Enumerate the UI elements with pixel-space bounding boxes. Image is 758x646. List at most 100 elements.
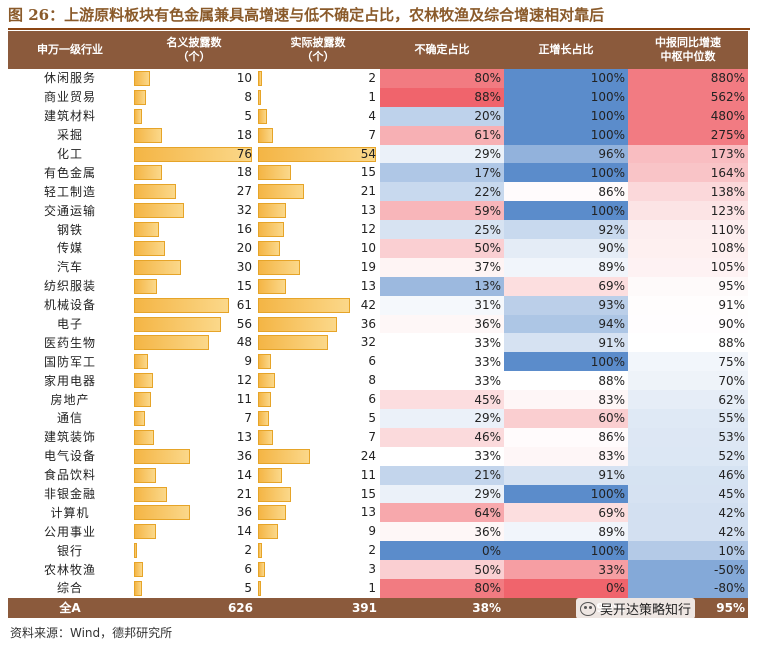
actual-bar <box>258 297 350 313</box>
nominal-bar <box>134 429 155 445</box>
uncertain-cell: 64% <box>380 503 504 523</box>
nominal-cell: 2 <box>132 541 256 561</box>
total-uncertain: 38% <box>380 597 504 618</box>
table-row: 农林牧渔 6 3 50% 33% -50% <box>8 560 748 580</box>
table-row: 家用电器 12 8 33% 88% 70% <box>8 371 748 391</box>
watermark: 吴开达策略知行 <box>576 598 696 619</box>
positive-cell: 100% <box>504 163 628 183</box>
industry-name: 钢铁 <box>8 220 132 240</box>
actual-value: 13 <box>360 203 376 218</box>
uncertain-cell: 50% <box>380 239 504 258</box>
actual-bar <box>258 259 300 275</box>
actual-bar <box>258 335 328 351</box>
nominal-bar <box>134 222 159 238</box>
median-cell: 275% <box>628 125 748 145</box>
nominal-bar <box>134 448 190 464</box>
nominal-bar <box>134 524 156 540</box>
positive-cell: 83% <box>504 390 628 410</box>
nominal-bar <box>134 335 209 351</box>
nominal-value: 7 <box>244 411 252 426</box>
wechat-icon <box>580 601 596 616</box>
table-header-row: 申万一级行业 名义披露数 （个） 实际披露数 （个） 不确定占比 正增长占比 中… <box>8 31 748 69</box>
actual-cell: 42 <box>256 295 380 315</box>
actual-cell: 13 <box>256 503 380 523</box>
positive-cell: 100% <box>504 69 628 88</box>
median-cell: 173% <box>628 144 748 164</box>
table-row: 传媒 20 10 50% 90% 108% <box>8 239 748 258</box>
industry-name: 建筑材料 <box>8 106 132 126</box>
positive-cell: 92% <box>504 220 628 240</box>
industry-name: 国防军工 <box>8 352 132 372</box>
median-cell: 42% <box>628 503 748 523</box>
nominal-value: 5 <box>244 581 252 596</box>
actual-value: 2 <box>368 71 376 85</box>
table-row: 休闲服务 10 2 80% 100% 880% <box>8 69 748 88</box>
nominal-value: 5 <box>244 108 252 123</box>
nominal-value: 10 <box>236 71 252 85</box>
nominal-value: 56 <box>236 316 252 331</box>
actual-cell: 11 <box>256 465 380 485</box>
header-actual: 实际披露数 （个） <box>256 31 380 69</box>
uncertain-cell: 22% <box>380 182 504 202</box>
actual-bar <box>258 486 291 502</box>
nominal-value: 32 <box>236 203 252 218</box>
nominal-value: 61 <box>236 297 252 312</box>
nominal-cell: 10 <box>132 69 256 88</box>
median-cell: 90% <box>628 314 748 334</box>
table-row: 电气设备 36 24 33% 83% 52% <box>8 446 748 466</box>
positive-cell: 0% <box>504 579 628 598</box>
nominal-bar <box>134 127 162 143</box>
actual-value: 15 <box>360 486 376 501</box>
table-row: 钢铁 16 12 25% 92% 110% <box>8 220 748 240</box>
table-row: 纺织服装 15 13 13% 69% 95% <box>8 276 748 296</box>
actual-value: 36 <box>360 316 376 331</box>
median-cell: 45% <box>628 484 748 504</box>
median-cell: 95% <box>628 276 748 296</box>
nominal-bar <box>134 354 148 370</box>
actual-cell: 32 <box>256 333 380 353</box>
industry-name: 银行 <box>8 541 132 561</box>
nominal-value: 15 <box>236 278 252 293</box>
industry-name: 家用电器 <box>8 371 132 391</box>
nominal-bar <box>134 259 181 275</box>
source-note: 资料来源：Wind，德邦研究所 <box>10 626 173 640</box>
nominal-bar <box>134 467 156 483</box>
actual-value: 4 <box>368 108 376 123</box>
actual-bar <box>258 429 274 445</box>
actual-bar <box>258 316 337 332</box>
nominal-cell: 15 <box>132 276 256 296</box>
uncertain-cell: 33% <box>380 371 504 391</box>
median-cell: 62% <box>628 390 748 410</box>
industry-name: 采掘 <box>8 125 132 145</box>
actual-bar <box>258 505 287 521</box>
nominal-bar <box>134 184 176 200</box>
nominal-value: 36 <box>236 448 252 463</box>
actual-bar <box>258 467 283 483</box>
positive-cell: 96% <box>504 144 628 164</box>
table-row: 有色金属 18 15 17% 100% 164% <box>8 163 748 183</box>
nominal-cell: 21 <box>132 484 256 504</box>
median-cell: 110% <box>628 220 748 240</box>
nominal-bar <box>134 373 153 389</box>
actual-value: 5 <box>368 411 376 426</box>
nominal-bar <box>134 316 221 332</box>
table-row: 电子 56 36 36% 94% 90% <box>8 314 748 334</box>
industry-name: 非银金融 <box>8 484 132 504</box>
actual-bar <box>258 543 263 559</box>
positive-cell: 86% <box>504 182 628 202</box>
actual-value: 12 <box>360 222 376 237</box>
positive-cell: 93% <box>504 295 628 315</box>
actual-cell: 12 <box>256 220 380 240</box>
table-row: 建筑装饰 13 7 46% 86% 53% <box>8 427 748 447</box>
actual-bar <box>258 524 278 540</box>
positive-cell: 100% <box>504 87 628 107</box>
nominal-value: 11 <box>236 392 252 407</box>
nominal-value: 6 <box>244 562 252 577</box>
nominal-cell: 32 <box>132 201 256 221</box>
positive-cell: 88% <box>504 371 628 391</box>
industry-name: 建筑装饰 <box>8 427 132 447</box>
table-row: 医药生物 48 32 33% 91% 88% <box>8 333 748 353</box>
nominal-bar <box>134 392 152 408</box>
industry-name: 轻工制造 <box>8 182 132 202</box>
nominal-cell: 20 <box>132 239 256 258</box>
